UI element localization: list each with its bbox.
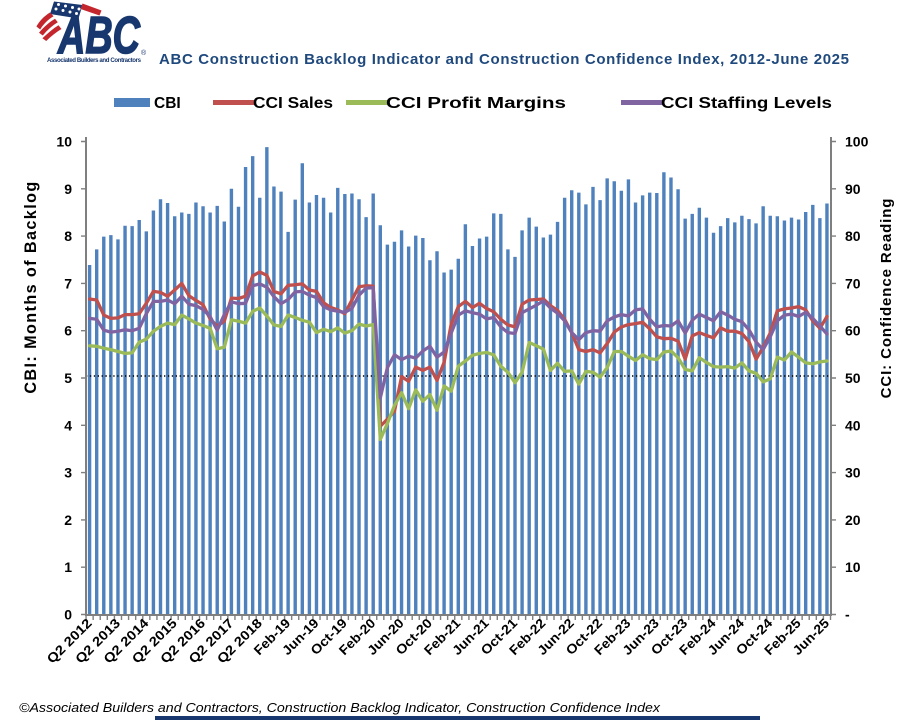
svg-text:CCI Sales: CCI Sales [253, 95, 333, 112]
svg-text:1: 1 [64, 559, 72, 575]
svg-text:70: 70 [845, 275, 861, 291]
svg-text:CCI Staffing Levels: CCI Staffing Levels [661, 95, 832, 112]
svg-text:ABC Construction Backlog Indic: ABC Construction Backlog Indicator and C… [159, 51, 849, 68]
svg-text:©Associated Builders and Contr: ©Associated Builders and Contractors, Co… [19, 700, 661, 715]
svg-text:6: 6 [64, 323, 72, 339]
svg-text:0: 0 [64, 607, 72, 623]
svg-text:®: ® [141, 49, 147, 57]
svg-text:4: 4 [64, 417, 72, 433]
svg-text:20: 20 [845, 512, 861, 528]
svg-text:2: 2 [64, 512, 72, 528]
svg-text:8: 8 [64, 228, 72, 244]
svg-text:3: 3 [64, 465, 72, 481]
svg-text:100: 100 [845, 134, 869, 150]
svg-text:Associated Builders and Contra: Associated Builders and Contractors [47, 57, 142, 64]
svg-text:40: 40 [845, 417, 861, 433]
svg-text:50: 50 [845, 370, 861, 386]
svg-text:CBI: Months of Backlog: CBI: Months of Backlog [22, 180, 40, 393]
svg-text:10: 10 [845, 559, 861, 575]
svg-text:ABC: ABC [57, 7, 141, 65]
svg-text:7: 7 [64, 275, 72, 291]
svg-text:CCI Profit Margins: CCI Profit Margins [386, 95, 566, 112]
svg-text:60: 60 [845, 323, 861, 339]
svg-text:30: 30 [845, 465, 861, 481]
svg-text:CCI: Confidence Reading: CCI: Confidence Reading [878, 198, 895, 399]
svg-text:80: 80 [845, 228, 861, 244]
svg-text:9: 9 [64, 181, 72, 197]
svg-text:5: 5 [64, 370, 72, 386]
svg-text:10: 10 [56, 134, 72, 150]
svg-text:CBI: CBI [154, 95, 181, 112]
svg-text:-: - [845, 607, 850, 623]
svg-text:90: 90 [845, 181, 861, 197]
